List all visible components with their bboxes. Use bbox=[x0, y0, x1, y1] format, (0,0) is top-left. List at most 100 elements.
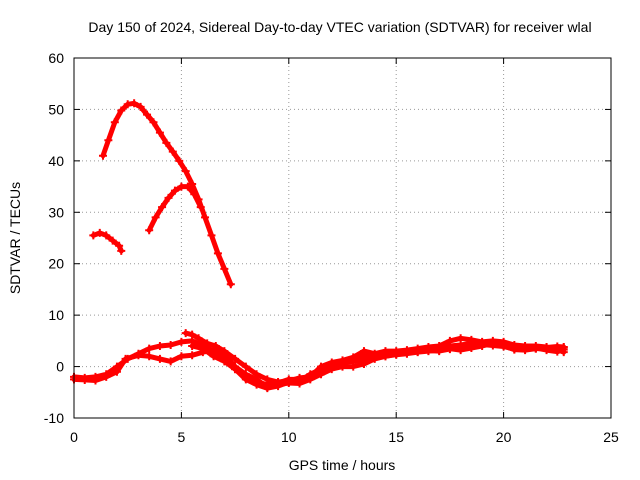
data-point bbox=[226, 280, 235, 289]
data-point bbox=[194, 334, 203, 343]
x-tick-label: 10 bbox=[281, 429, 297, 445]
data-point bbox=[110, 118, 119, 127]
series-arc-2 bbox=[145, 182, 205, 235]
data-point bbox=[445, 345, 454, 354]
data-point bbox=[531, 344, 540, 353]
data-point bbox=[220, 347, 229, 356]
series-low-band-d bbox=[188, 340, 568, 393]
data-point bbox=[521, 345, 530, 354]
data-point bbox=[263, 375, 272, 384]
data-point bbox=[98, 151, 107, 160]
data-point bbox=[91, 376, 100, 385]
x-tick-label: 25 bbox=[603, 429, 619, 445]
data-point bbox=[241, 375, 250, 384]
y-tick-label: 10 bbox=[48, 307, 64, 323]
data-point bbox=[349, 357, 358, 366]
data-point bbox=[145, 352, 154, 361]
series-arc-3 bbox=[89, 228, 126, 255]
data-point bbox=[80, 375, 89, 384]
data-point bbox=[155, 128, 164, 137]
data-point bbox=[188, 351, 197, 360]
data-point bbox=[168, 147, 177, 156]
data-point bbox=[198, 344, 207, 353]
data-point bbox=[284, 378, 293, 386]
data-point bbox=[134, 351, 143, 360]
data-point bbox=[456, 343, 465, 352]
y-tick-label: 60 bbox=[48, 50, 64, 66]
data-point bbox=[162, 138, 171, 147]
data-point bbox=[220, 264, 229, 273]
data-point bbox=[190, 190, 199, 199]
data-point bbox=[370, 353, 379, 362]
data-point bbox=[151, 213, 160, 222]
y-tick-label: 30 bbox=[48, 204, 64, 220]
data-point bbox=[424, 346, 433, 355]
data-point bbox=[170, 186, 179, 195]
data-point bbox=[203, 339, 212, 348]
data-point bbox=[102, 372, 111, 381]
data-point bbox=[108, 236, 117, 245]
data-point bbox=[510, 345, 519, 354]
data-point bbox=[183, 182, 192, 191]
data-point bbox=[201, 213, 210, 222]
x-tick-label: 5 bbox=[178, 429, 186, 445]
data-point bbox=[164, 193, 173, 202]
data-point bbox=[112, 367, 121, 376]
data-point bbox=[177, 352, 186, 361]
data-point bbox=[252, 370, 261, 379]
data-point bbox=[231, 365, 240, 374]
data-point bbox=[117, 246, 126, 255]
y-axis-label: SDTVAR / TECUs bbox=[7, 182, 23, 294]
data-point bbox=[274, 382, 283, 391]
data-point bbox=[145, 226, 154, 235]
data-point bbox=[263, 384, 272, 393]
data-point bbox=[220, 357, 229, 366]
data-point bbox=[181, 329, 190, 338]
data-point bbox=[145, 344, 154, 353]
data-point bbox=[413, 347, 422, 356]
series-arc-1 bbox=[98, 99, 235, 289]
data-point bbox=[359, 347, 368, 356]
data-point bbox=[467, 341, 476, 350]
data-series bbox=[70, 99, 568, 393]
data-point bbox=[488, 341, 497, 350]
x-tick-label: 20 bbox=[496, 429, 512, 445]
data-point bbox=[317, 365, 326, 374]
data-point bbox=[359, 355, 368, 364]
data-point bbox=[166, 340, 175, 349]
data-point bbox=[306, 370, 315, 379]
data-point bbox=[117, 106, 126, 115]
y-tick-label: 50 bbox=[48, 101, 64, 117]
data-point bbox=[175, 156, 184, 165]
data-point bbox=[231, 354, 240, 363]
data-point bbox=[130, 99, 139, 108]
data-point bbox=[177, 337, 186, 346]
data-point bbox=[121, 354, 130, 363]
x-tick-label: 0 bbox=[70, 429, 78, 445]
y-tick-label: 0 bbox=[56, 359, 64, 375]
data-point bbox=[499, 342, 508, 351]
plot-frame bbox=[73, 57, 612, 419]
data-point bbox=[188, 342, 197, 350]
data-point bbox=[115, 241, 124, 250]
data-point bbox=[553, 347, 562, 356]
series-line bbox=[100, 100, 234, 287]
data-point bbox=[327, 361, 336, 370]
data-point bbox=[102, 231, 111, 240]
data-point bbox=[392, 350, 401, 359]
data-point bbox=[213, 249, 222, 258]
y-tick-label: -10 bbox=[44, 410, 64, 426]
data-point bbox=[104, 136, 113, 145]
data-point bbox=[445, 336, 454, 345]
data-point bbox=[136, 102, 145, 111]
data-point bbox=[402, 349, 411, 358]
data-point bbox=[241, 362, 250, 371]
data-point bbox=[149, 118, 158, 127]
data-point bbox=[456, 334, 465, 343]
chart-title: Day 150 of 2024, Sidereal Day-to-day VTE… bbox=[88, 19, 591, 35]
data-point bbox=[542, 346, 551, 355]
data-point bbox=[252, 380, 261, 389]
data-point bbox=[143, 110, 152, 119]
y-tick-label: 40 bbox=[48, 153, 64, 169]
